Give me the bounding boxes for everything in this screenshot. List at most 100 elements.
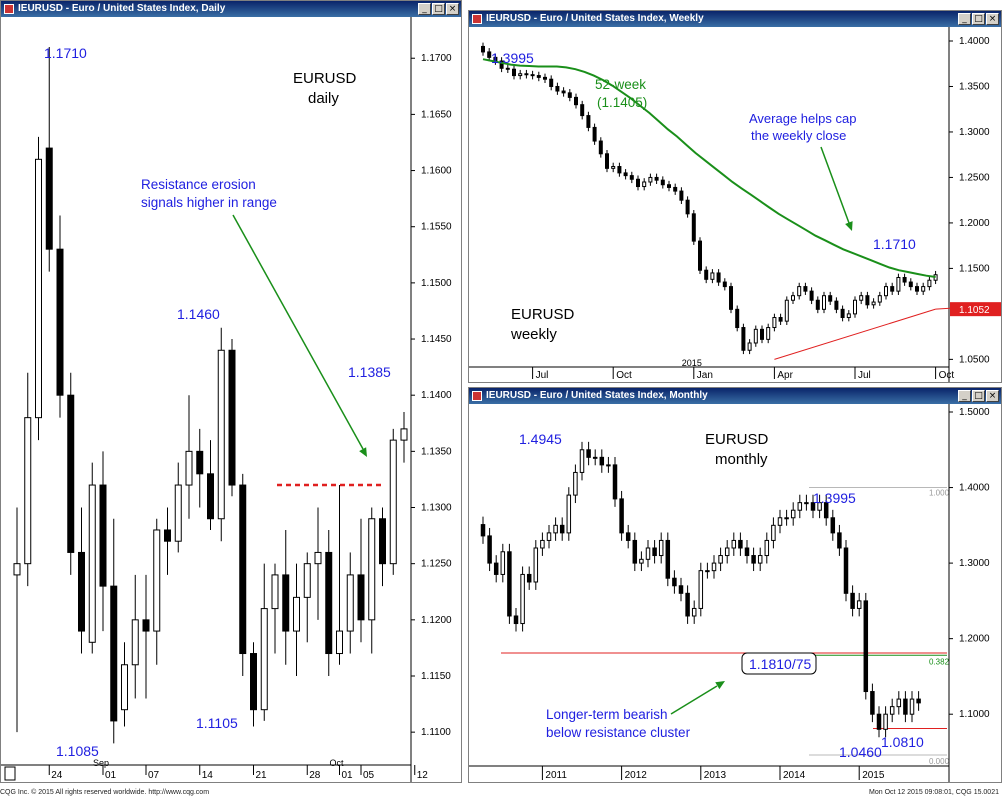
weekly-candle bbox=[499, 60, 504, 69]
monthly-candle bbox=[612, 464, 618, 500]
monthly-candle bbox=[507, 551, 512, 617]
monthly-y-tick-label: 1.3000 bbox=[959, 558, 990, 569]
weekly-candle bbox=[679, 190, 684, 201]
monthly-candle bbox=[823, 502, 829, 519]
weekly-y-tick-label: 1.3000 bbox=[959, 127, 990, 138]
daily-x-tick-label: 14 bbox=[202, 770, 214, 781]
weekly-note-arrowhead bbox=[845, 221, 853, 231]
daily-high-label: 1.1385 bbox=[348, 364, 391, 380]
weekly-candle bbox=[859, 295, 864, 301]
monthly-level-box bbox=[741, 652, 817, 675]
weekly-title-bar[interactable]: IEURUSD - Euro / United States Index, We… bbox=[469, 11, 1001, 27]
daily-candle bbox=[121, 664, 128, 711]
weekly-chart: 1.4000 1.3500 1.3000 1.2500 1.2000 1.1500 1.05… bbox=[469, 27, 1001, 382]
daily-candle bbox=[250, 653, 257, 711]
monthly-high-label: 1.4945 bbox=[519, 431, 562, 447]
monthly-candle bbox=[771, 524, 776, 541]
monthly-candle bbox=[784, 517, 789, 520]
weekly-chart-window[interactable]: IEURUSD - Euro / United States Index, We… bbox=[468, 10, 1002, 383]
weekly-candle bbox=[884, 286, 888, 297]
weekly-candle bbox=[685, 199, 690, 215]
daily-y-tick-label: 1.1200 bbox=[421, 615, 452, 626]
weekly-candle bbox=[921, 286, 926, 292]
weekly-window-title: IEURUSD - Euro / United States Index, We… bbox=[486, 13, 704, 24]
close-button[interactable]: × bbox=[986, 13, 999, 25]
daily-note-label: Resistance erosion bbox=[141, 177, 256, 192]
weekly-candle bbox=[722, 281, 727, 288]
weekly-candle bbox=[853, 299, 857, 315]
daily-x-month-label: Oct bbox=[330, 758, 345, 768]
daily-candle bbox=[260, 608, 268, 711]
weekly-high-label: 1.1710 bbox=[873, 236, 916, 252]
monthly-fib-level-label: 0.382 bbox=[929, 657, 950, 666]
daily-candle bbox=[207, 473, 214, 520]
weekly-candle bbox=[481, 45, 485, 53]
maximize-button[interactable]: □ bbox=[432, 3, 445, 15]
weekly-candle bbox=[704, 269, 709, 280]
monthly-candle bbox=[500, 551, 506, 575]
daily-y-tick-label: 1.1250 bbox=[421, 559, 452, 570]
daily-y-tick-label: 1.1600 bbox=[421, 166, 452, 177]
weekly-high-label: 1.3995 bbox=[491, 50, 534, 66]
monthly-candle bbox=[566, 494, 572, 534]
monthly-candle bbox=[533, 547, 539, 583]
monthly-fib-level-label: 0.000 bbox=[929, 757, 950, 766]
daily-low-label: 1.1085 bbox=[56, 743, 99, 759]
monthly-note-label: Longer-term bearish bbox=[546, 707, 668, 722]
weekly-note-label: Average helps cap bbox=[749, 111, 856, 126]
daily-title: EURUSD bbox=[293, 70, 357, 87]
monthly-candle bbox=[685, 592, 690, 617]
weekly-candle bbox=[716, 272, 721, 283]
monthly-high-label: 1.3995 bbox=[813, 490, 856, 506]
monthly-candle bbox=[546, 532, 552, 541]
monthly-candle bbox=[592, 456, 598, 459]
monthly-candle bbox=[764, 539, 770, 557]
daily-candle bbox=[346, 574, 354, 632]
monthly-candle bbox=[480, 524, 486, 537]
monthly-title-bar[interactable]: IEURUSD - Euro / United States Index, Mo… bbox=[469, 388, 1001, 404]
monthly-y-tick-label: 1.1000 bbox=[959, 709, 990, 720]
weekly-y-tick-label: 1.2500 bbox=[959, 172, 990, 183]
monthly-candle bbox=[830, 517, 836, 534]
close-button[interactable]: × bbox=[986, 390, 999, 402]
daily-title-bar[interactable]: IEURUSD - Euro / United States Index, Da… bbox=[1, 1, 461, 17]
weekly-candle bbox=[865, 295, 870, 306]
weekly-candle bbox=[797, 286, 802, 297]
weekly-x-tick-label: Oct bbox=[616, 370, 632, 381]
maximize-button[interactable]: □ bbox=[972, 390, 985, 402]
weekly-candle bbox=[784, 299, 789, 322]
monthly-fib-level-label: 1.000 bbox=[929, 489, 950, 498]
maximize-button[interactable]: □ bbox=[972, 13, 985, 25]
weekly-candle bbox=[915, 286, 919, 292]
daily-candle bbox=[142, 619, 150, 632]
weekly-candle bbox=[766, 327, 771, 340]
weekly-candle bbox=[772, 317, 777, 329]
daily-candle bbox=[56, 248, 64, 396]
monthly-candle bbox=[731, 539, 737, 549]
monthly-candle bbox=[705, 570, 710, 573]
daily-candle bbox=[174, 484, 182, 542]
daily-note-label: signals higher in range bbox=[141, 195, 277, 210]
weekly-candle bbox=[760, 328, 764, 340]
weekly-candle bbox=[747, 342, 752, 351]
daily-chart-window[interactable]: IEURUSD - Euro / United States Index, Da… bbox=[0, 0, 462, 783]
weekly-candle bbox=[654, 176, 659, 181]
weekly-candle bbox=[617, 166, 622, 174]
minimize-button[interactable]: _ bbox=[958, 13, 971, 25]
weekly-candle bbox=[877, 295, 882, 303]
close-button[interactable]: × bbox=[446, 3, 459, 15]
minimize-button[interactable]: _ bbox=[958, 390, 971, 402]
weekly-candle bbox=[605, 153, 609, 169]
monthly-chart-window[interactable]: IEURUSD - Euro / United States Index, Mo… bbox=[468, 387, 1002, 783]
monthly-candle bbox=[724, 547, 730, 557]
weekly-candle bbox=[648, 176, 653, 183]
monthly-title: EURUSD bbox=[705, 431, 769, 448]
daily-candle bbox=[400, 428, 408, 441]
daily-x-tick-label: 05 bbox=[363, 770, 375, 781]
monthly-candle bbox=[909, 698, 915, 715]
daily-candle bbox=[293, 596, 300, 632]
minimize-button[interactable]: _ bbox=[418, 3, 431, 15]
monthly-candle bbox=[645, 547, 651, 560]
weekly-candle bbox=[561, 90, 566, 94]
daily-subtitle: daily bbox=[308, 90, 339, 107]
